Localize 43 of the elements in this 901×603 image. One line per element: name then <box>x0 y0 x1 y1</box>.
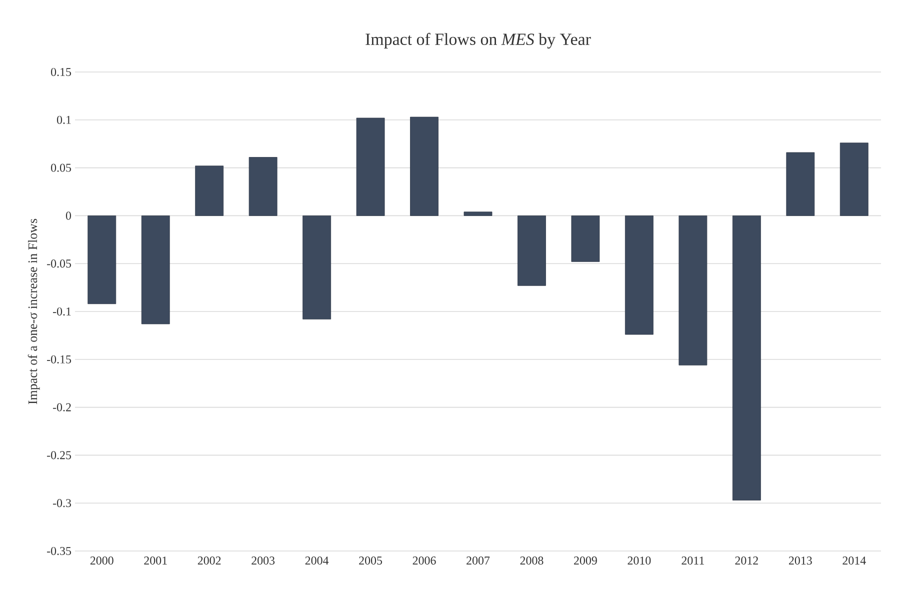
x-tick-label: 2002 <box>198 556 221 565</box>
bar <box>625 216 654 335</box>
bar <box>195 166 224 216</box>
y-tick-label: -0.1 <box>52 307 71 316</box>
bar <box>88 216 116 304</box>
bar <box>518 216 546 286</box>
x-tick-label: 2009 <box>574 556 597 565</box>
y-tick-label: 0.1 <box>56 116 71 124</box>
y-tick-label: -0.25 <box>47 451 72 460</box>
x-tick-label: 2013 <box>788 556 812 565</box>
bar <box>410 116 438 216</box>
y-tick-label: -0.15 <box>47 355 72 364</box>
x-tick-label: 2011 <box>682 556 704 565</box>
x-tick-label: 2006 <box>412 556 436 565</box>
y-tick-label: -0.35 <box>47 546 72 556</box>
bar <box>302 216 332 320</box>
x-tick-label: 2004 <box>305 556 329 565</box>
bar <box>840 142 868 216</box>
x-tick-label: 2007 <box>466 556 490 565</box>
x-tick-label: 2000 <box>90 556 114 565</box>
chart-title: Impact of Flows on MES by Year <box>366 32 591 49</box>
x-tick-label: 2014 <box>842 556 866 565</box>
y-tick-label: 0.15 <box>51 68 72 76</box>
y-tick-label: 0 <box>66 212 72 220</box>
x-tick-label: 2008 <box>520 556 544 565</box>
x-tick-label: 2001 <box>144 556 167 565</box>
bar <box>571 216 600 262</box>
bar <box>141 216 170 324</box>
bar <box>464 212 492 216</box>
y-tick-label: -0.05 <box>47 260 72 268</box>
y-tick-label: 0.05 <box>51 164 72 172</box>
bar <box>786 152 815 216</box>
bar <box>678 216 708 366</box>
x-tick-label: 2012 <box>735 556 758 565</box>
x-tick-label: 2005 <box>359 556 382 565</box>
bar <box>248 157 278 216</box>
x-tick-label: 2010 <box>628 556 651 565</box>
bar <box>356 118 385 216</box>
y-axis-title: Impact of a one-σ increase in Flows <box>28 218 40 404</box>
y-tick-label: -0.3 <box>52 499 72 508</box>
x-tick-label: 2003 <box>252 556 275 565</box>
bar <box>732 216 761 500</box>
y-tick-label: -0.2 <box>52 403 71 412</box>
